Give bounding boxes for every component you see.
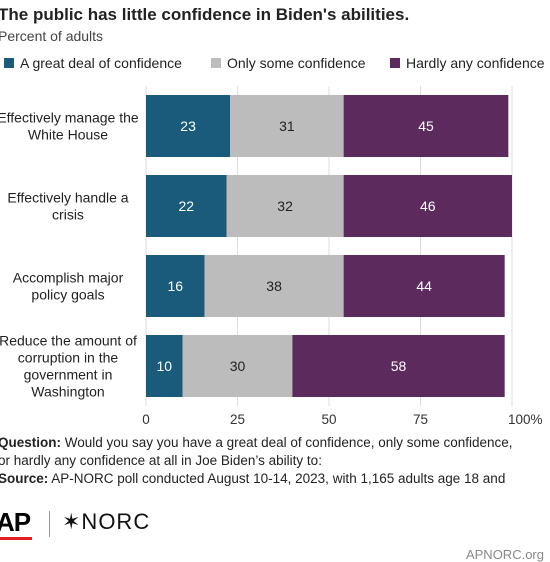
data-label-0-0: 23: [180, 118, 196, 134]
stacked-bar-chart: 23 31 45 Effectively manage the White House 2…: [0, 86, 543, 427]
legend-label-only-some: Only some confidence: [227, 55, 366, 71]
data-label-3-1: 30: [230, 358, 246, 374]
source-note: Source: AP-NORC poll conducted August 10…: [0, 470, 550, 488]
question-label: Question:: [0, 435, 61, 450]
source-label: Source:: [0, 471, 49, 486]
legend-label-great-deal: A great deal of confidence: [20, 55, 182, 71]
footer: AP ✶NORC APNORC.org: [0, 505, 550, 562]
chart-subtitle: Percent of adults: [0, 28, 104, 44]
bar-segment-1-0: [146, 175, 227, 237]
ap-logo: AP: [0, 507, 31, 537]
x-tick-label-1: 25: [230, 412, 245, 427]
legend-swatch-only-some: [211, 58, 221, 68]
legend-item-only-some: Only some confidence: [211, 55, 366, 71]
x-tick-label-2: 50: [321, 412, 336, 427]
x-tick-label-0: 0: [142, 412, 150, 427]
bar-segment-1-1: [226, 175, 344, 237]
x-tick-label-3: 75: [413, 412, 428, 427]
bar-segment-3-0: [146, 335, 183, 397]
question-text-line1: Would you say you have a great deal of c…: [61, 435, 513, 450]
bar-segment-3-1: [182, 335, 293, 397]
bar-segment-2-1: [204, 255, 344, 317]
chart-title: The public has little confidence in Bide…: [0, 5, 410, 24]
legend-swatch-great-deal: [4, 58, 14, 68]
data-label-0-1: 31: [279, 118, 295, 134]
question-note: Question: Would you say you have a great…: [0, 434, 550, 452]
legend-swatch-hardly-any: [390, 58, 400, 68]
chart-notes: Question: Would you say you have a great…: [0, 434, 550, 488]
site-link[interactable]: APNORC.org: [465, 547, 544, 562]
data-label-1-2: 46: [420, 198, 436, 214]
source-text: AP-NORC poll conducted August 10-14, 202…: [48, 471, 506, 486]
x-tick-label-4: 100%: [508, 412, 543, 427]
category-label-3: Reduce the amount of corruption in the gov…: [0, 333, 137, 400]
category-label-1: Effectively handle a crisis: [7, 190, 128, 223]
bar-segment-1-2: [343, 175, 512, 237]
data-label-3-0: 10: [157, 358, 173, 374]
legend-label-hardly-any: Hardly any confidence: [406, 55, 545, 71]
bar-segment-2-0: [146, 255, 205, 317]
question-text-line2: or hardly any confidence at all in Joe B…: [0, 453, 322, 468]
logo-divider: [49, 511, 50, 537]
bar-segment-0-2: [343, 95, 509, 157]
bar-segment-3-2: [292, 335, 505, 397]
data-label-2-1: 38: [266, 278, 282, 294]
bar-segment-0-0: [146, 95, 231, 157]
norc-logo: ✶NORC: [62, 509, 151, 534]
data-label-3-2: 58: [391, 358, 407, 374]
ap-logo-underline: [0, 537, 32, 540]
data-label-0-2: 45: [418, 118, 434, 134]
data-label-1-1: 32: [277, 198, 293, 214]
data-label-1-0: 22: [178, 198, 194, 214]
category-label-0: Effectively manage the White House: [0, 110, 139, 143]
legend-item-hardly-any: Hardly any confidence: [390, 55, 545, 71]
bar-segment-2-2: [343, 255, 505, 317]
legend-item-great-deal: A great deal of confidence: [4, 55, 182, 71]
data-label-2-0: 16: [167, 278, 183, 294]
bar-segment-0-1: [230, 95, 344, 157]
category-label-2: Accomplish major policy goals: [13, 270, 124, 303]
data-label-2-2: 44: [416, 278, 432, 294]
